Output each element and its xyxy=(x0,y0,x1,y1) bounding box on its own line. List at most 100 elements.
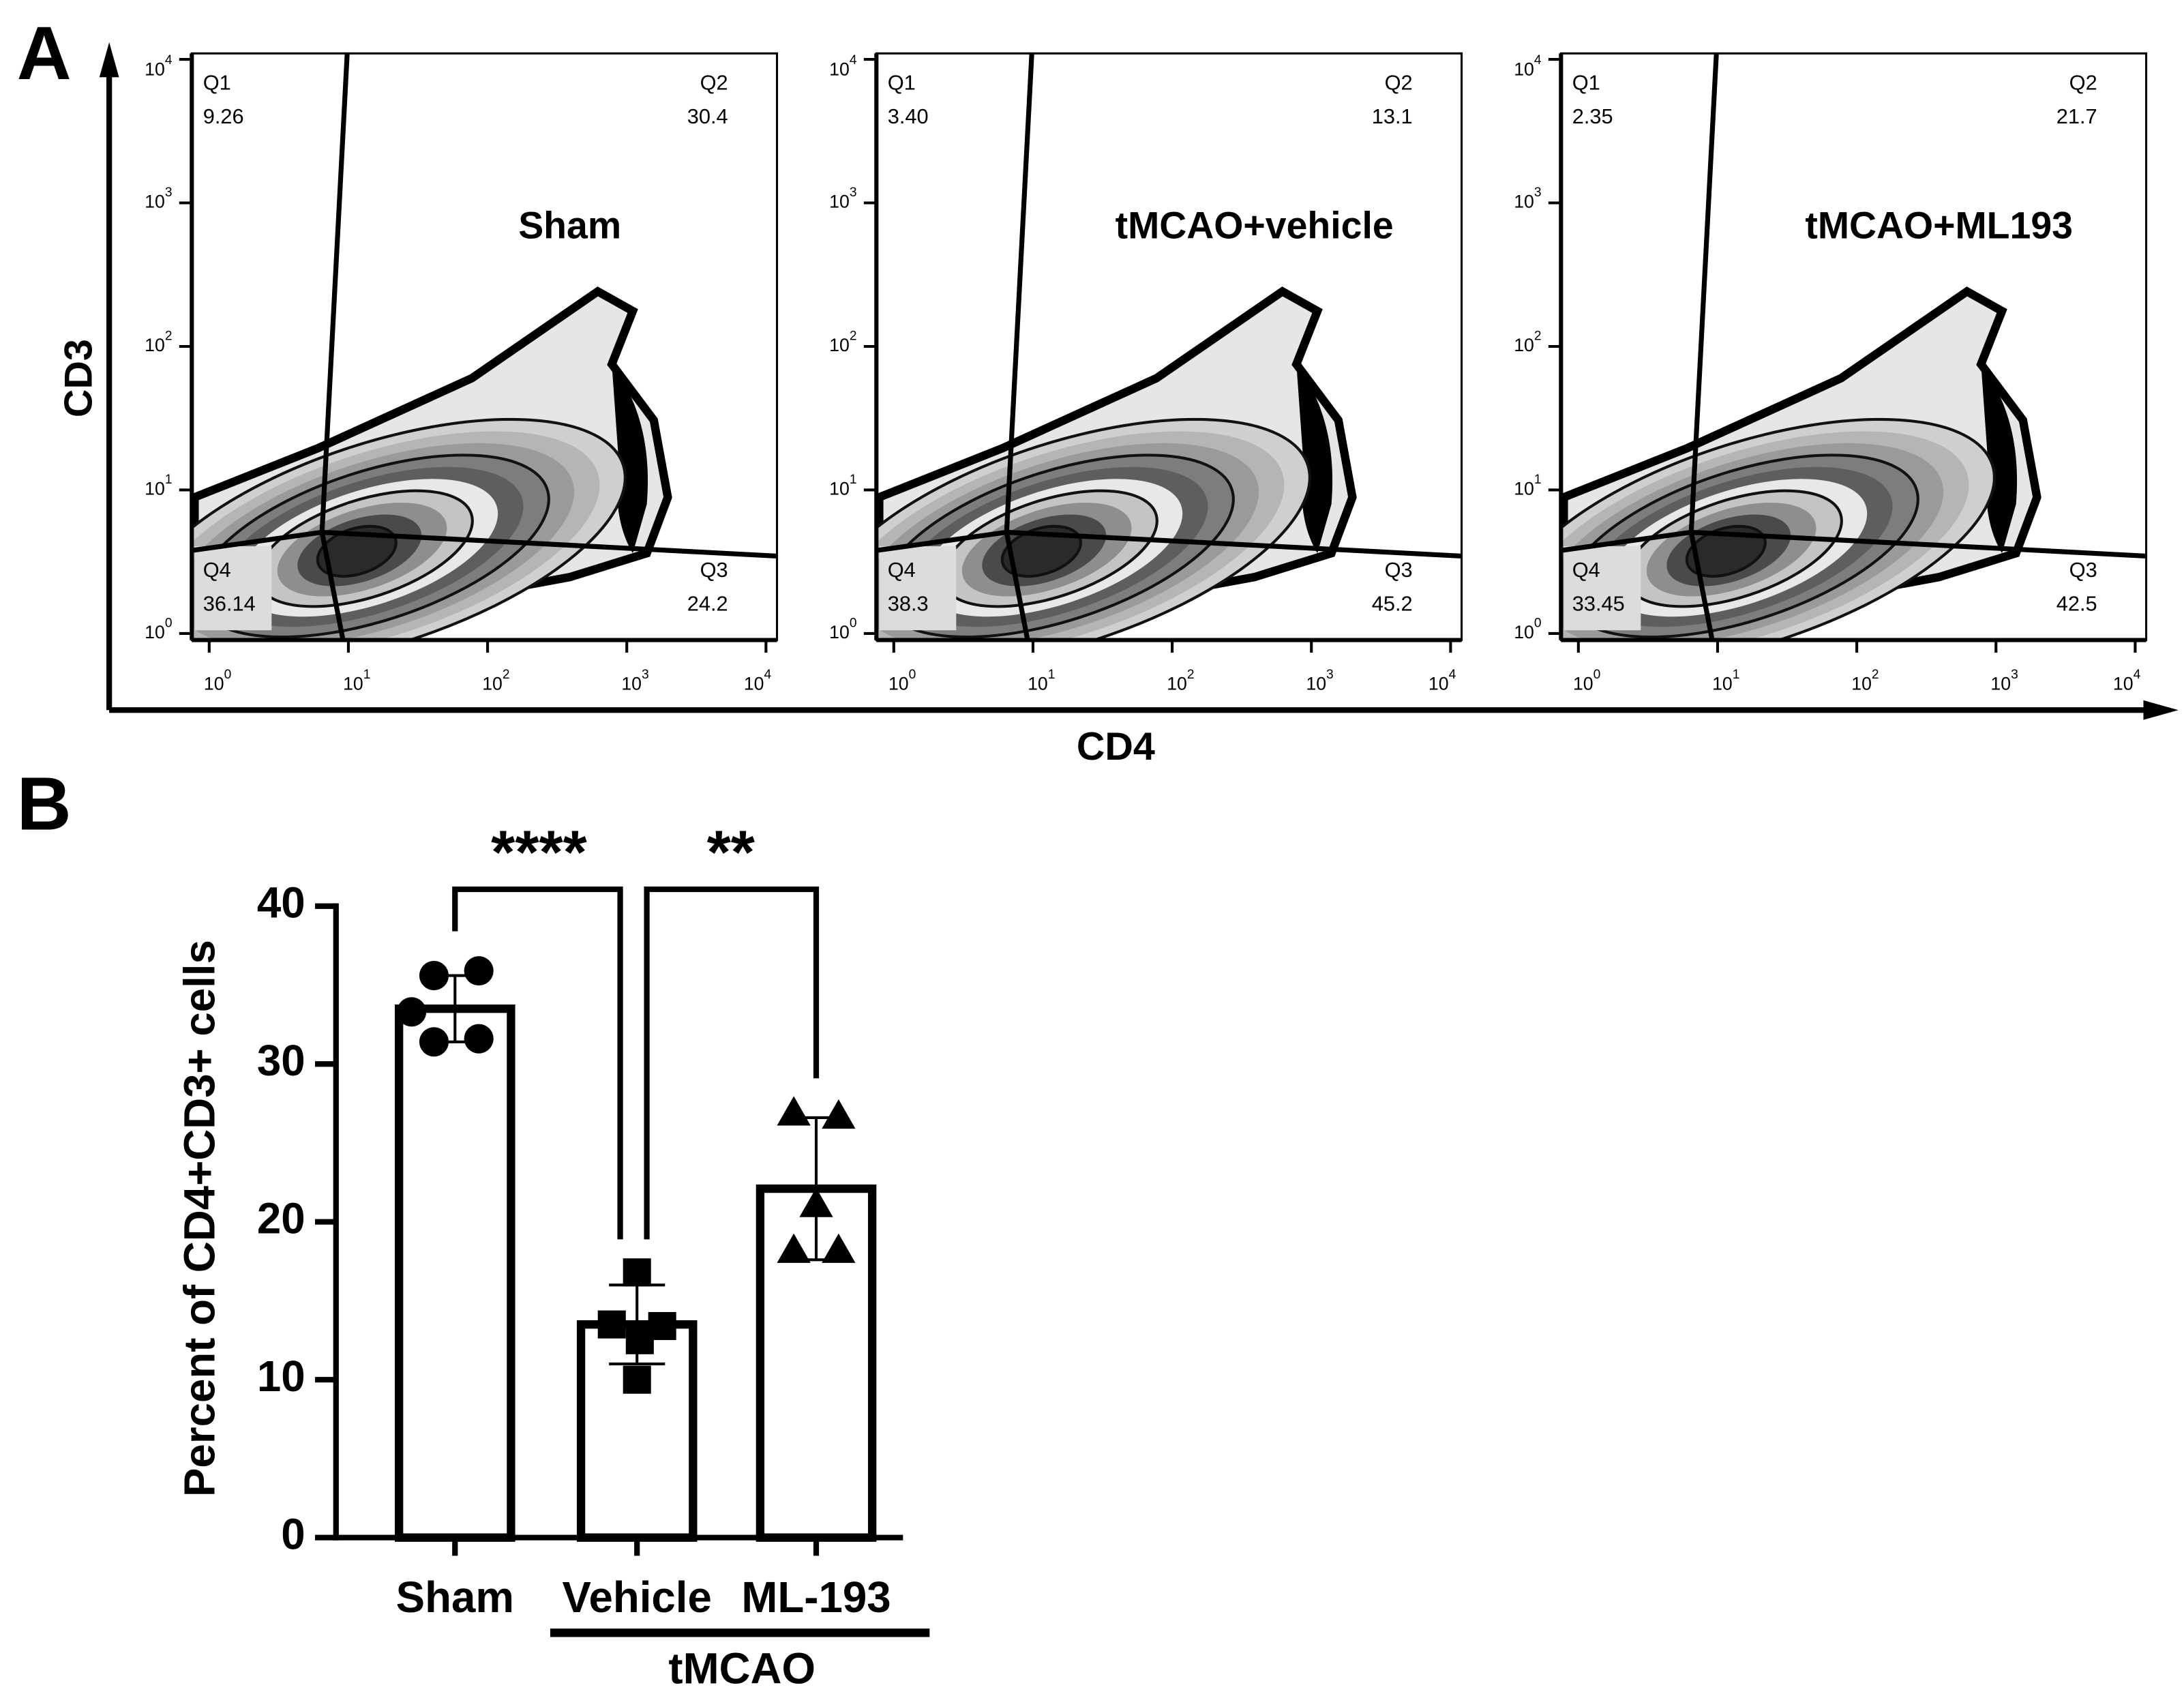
bar-chart: 0 10 20 30 40 Sham Vehicle ML-193 xyxy=(257,879,903,1622)
tick-label: 100 xyxy=(145,616,172,642)
tick-label: 100 xyxy=(1514,616,1541,642)
tick-exponent: 4 xyxy=(2134,668,2141,682)
quadrant-value: 2.35 xyxy=(1572,104,1613,128)
quadrant-name: Q3 xyxy=(700,558,728,582)
density xyxy=(1561,286,2041,640)
tick-base: 10 xyxy=(1514,479,1534,499)
tick-label: 101 xyxy=(145,473,172,499)
density-contour xyxy=(1685,524,1767,578)
y-tick-label: 0 xyxy=(281,1511,305,1559)
data-point xyxy=(397,997,427,1027)
data-point xyxy=(777,1233,811,1263)
y-tick-label: 10 xyxy=(257,1352,305,1401)
quadrant-name: Q2 xyxy=(2069,71,2097,95)
density-contour xyxy=(1000,524,1082,578)
tick-base: 10 xyxy=(621,673,642,694)
quadrant-name: Q1 xyxy=(888,71,916,95)
x-tick-label: Sham xyxy=(396,1573,514,1622)
tick-base: 10 xyxy=(1514,59,1534,79)
tick-label: 104 xyxy=(2113,668,2141,694)
tick-label: 101 xyxy=(1514,473,1541,499)
tick-label: 102 xyxy=(1851,668,1879,694)
plot-title: Sham xyxy=(518,205,621,247)
y-tick-label: 40 xyxy=(257,879,305,927)
tick-exponent: 0 xyxy=(224,668,232,682)
density-low xyxy=(194,546,272,631)
tick-exponent: 2 xyxy=(503,668,510,682)
quadrant-value: 42.5 xyxy=(2056,591,2097,615)
tick-exponent: 1 xyxy=(1733,668,1740,682)
tick-base: 10 xyxy=(204,673,224,694)
tick-exponent: 2 xyxy=(1187,668,1195,682)
quadrant-value: 21.7 xyxy=(2056,104,2097,128)
tick-exponent: 0 xyxy=(1594,668,1601,682)
data-point xyxy=(464,956,494,986)
tick-base: 10 xyxy=(1851,673,1872,694)
tick-exponent: 3 xyxy=(1534,185,1542,200)
tick-base: 10 xyxy=(1712,673,1733,694)
tick-base: 10 xyxy=(1028,673,1048,694)
data-point xyxy=(822,1099,856,1129)
tick-base: 10 xyxy=(744,673,764,694)
quadrant-name: Q4 xyxy=(888,558,916,582)
tick-label: 102 xyxy=(829,329,856,355)
tick-label: 102 xyxy=(482,668,509,694)
density xyxy=(876,286,1357,640)
tick-exponent: 4 xyxy=(165,53,173,68)
tick-exponent: 2 xyxy=(165,329,173,344)
tick-exponent: 1 xyxy=(850,473,857,487)
tick-base: 10 xyxy=(829,479,850,499)
quadrant-name: Q3 xyxy=(2069,558,2097,582)
bracket xyxy=(452,886,623,1240)
axis-arrows xyxy=(99,42,2179,720)
tick-exponent: 1 xyxy=(363,668,371,682)
significance-label: **** xyxy=(491,818,587,887)
tick-base: 10 xyxy=(1990,673,2011,694)
tick-base: 10 xyxy=(1428,673,1449,694)
tick-label: 103 xyxy=(621,668,648,694)
tick-exponent: 4 xyxy=(1534,53,1542,68)
tick-base: 10 xyxy=(1514,622,1534,642)
quadrant-value: 24.2 xyxy=(687,591,728,615)
flow-plot: tMCAO+vehicle Q1 3.40 Q2 13.1 Q3 45.2 Q4 38.3 xyxy=(863,52,1463,653)
data-point xyxy=(822,1233,856,1263)
flow-plot: Sham Q1 9.26 Q2 30.4 Q3 24.2 Q4 36.14 xyxy=(179,52,779,653)
tick-exponent: 2 xyxy=(1534,329,1542,344)
tick-exponent: 3 xyxy=(2011,668,2018,682)
tick-exponent: 3 xyxy=(165,185,173,200)
tick-base: 10 xyxy=(1514,335,1534,355)
tick-base: 10 xyxy=(888,673,909,694)
x-tick-label: ML-193 xyxy=(741,1573,891,1622)
data-point xyxy=(777,1096,811,1126)
tick-exponent: 1 xyxy=(1048,668,1056,682)
x-axis-label: CD4 xyxy=(1077,725,1155,769)
tick-exponent: 2 xyxy=(850,329,857,344)
quadrant-name: Q2 xyxy=(700,71,728,95)
tick-exponent: 1 xyxy=(1534,473,1542,487)
tick-label: 101 xyxy=(829,473,856,499)
tick-label: 100 xyxy=(204,668,231,694)
y-tick-label: 30 xyxy=(257,1037,305,1085)
density-edge xyxy=(1981,364,2018,554)
quadrant-value: 13.1 xyxy=(1372,104,1413,128)
tick-label: 101 xyxy=(1712,668,1739,694)
quadrant-name: Q2 xyxy=(1385,71,1413,95)
tick-exponent: 0 xyxy=(909,668,916,682)
quadrant-value: 33.45 xyxy=(1572,591,1625,615)
tick-base: 10 xyxy=(829,192,850,212)
plot-title: tMCAO+vehicle xyxy=(1116,205,1394,247)
tick-label: 103 xyxy=(1514,185,1541,211)
tick-base: 10 xyxy=(482,673,503,694)
arrow-head xyxy=(99,42,119,78)
tick-exponent: 3 xyxy=(642,668,649,682)
tick-exponent: 4 xyxy=(764,668,772,682)
tick-label: 102 xyxy=(1167,668,1194,694)
tick-label: 102 xyxy=(145,329,172,355)
density-edge xyxy=(1296,364,1333,554)
tick-label: 104 xyxy=(145,53,173,79)
tick-label: 100 xyxy=(829,616,856,642)
tick-label: 101 xyxy=(343,668,370,694)
tick-label: 103 xyxy=(1306,668,1333,694)
tick-label: 104 xyxy=(744,668,772,694)
